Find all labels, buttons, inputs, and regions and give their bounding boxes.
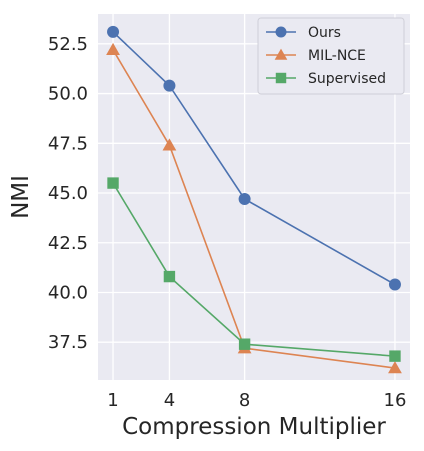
data-point [163, 80, 175, 92]
data-point [164, 271, 175, 282]
y-tick-label: 45.0 [48, 183, 88, 204]
legend-marker [276, 73, 286, 83]
x-axis-label: Compression Multiplier [122, 414, 386, 440]
y-axis-ticks: 37.5 40.0 42.5 45.0 47.5 50.0 52.5 [48, 34, 88, 353]
data-point [239, 338, 250, 349]
x-axis-ticks: 1 4 8 16 [107, 390, 406, 411]
x-tick-label: 4 [164, 390, 175, 411]
legend-label: MIL-NCE [308, 48, 366, 64]
legend-label: Supervised [308, 71, 386, 87]
x-tick-label: 8 [239, 390, 250, 411]
y-tick-label: 52.5 [48, 34, 88, 55]
y-tick-label: 40.0 [48, 282, 88, 303]
data-point [389, 279, 401, 291]
y-tick-label: 37.5 [48, 332, 88, 353]
data-point [107, 26, 119, 38]
data-point [239, 193, 251, 205]
y-tick-label: 47.5 [48, 133, 88, 154]
legend-label: Ours [308, 25, 341, 41]
legend-marker [276, 27, 287, 38]
y-axis-label: NMI [8, 175, 34, 219]
data-point [389, 350, 400, 361]
x-tick-label: 1 [107, 390, 118, 411]
y-tick-label: 50.0 [48, 84, 88, 105]
y-tick-label: 42.5 [48, 233, 88, 254]
x-tick-label: 16 [384, 390, 407, 411]
legend: Ours MIL-NCE Supervised [258, 18, 404, 94]
data-point [107, 177, 118, 188]
